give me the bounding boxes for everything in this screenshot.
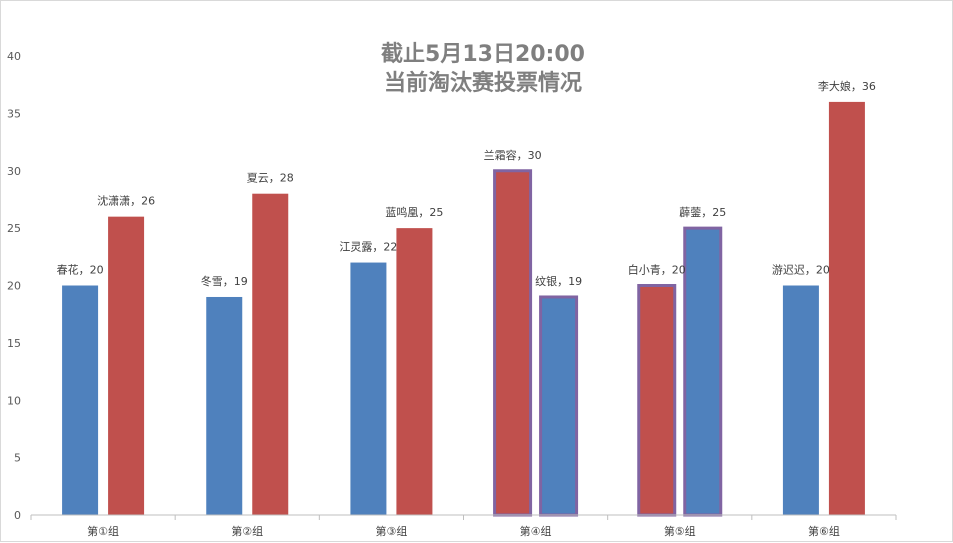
bar-春花 xyxy=(62,285,99,515)
x-category-label: 第②组 xyxy=(231,524,263,538)
x-category-label: 第④组 xyxy=(520,524,552,538)
bar-夏云 xyxy=(252,193,289,515)
data-label: 夏云，28 xyxy=(247,172,294,185)
data-label: 纹银，19 xyxy=(535,274,582,288)
data-label: 李大娘，36 xyxy=(818,79,876,93)
bar-沈潇潇 xyxy=(108,216,145,515)
bar-游迟迟 xyxy=(782,285,819,515)
x-category-label: 第③组 xyxy=(375,524,407,538)
chart-title-line1: 截止5月13日20:00 xyxy=(381,42,585,67)
chart-title-line2: 当前淘汰赛投票情况 xyxy=(384,70,582,96)
x-category-label: 第①组 xyxy=(87,524,119,538)
bar-蓝鸣凰 xyxy=(396,228,433,515)
y-tick-label: 35 xyxy=(7,107,21,120)
data-label: 江灵露，22 xyxy=(339,241,397,254)
bar-李大娘 xyxy=(828,101,865,516)
bar-江灵露 xyxy=(350,262,387,515)
data-labels: 春花，20 沈潇潇，26 冬雪，19 夏云，28 江灵露，22 蓝鸣凰，25 兰霜容，30 纹… xyxy=(57,79,876,288)
data-label: 春花，20 xyxy=(57,264,104,277)
data-label: 沈潇潇，26 xyxy=(97,194,155,208)
y-tick-label: 10 xyxy=(7,394,21,407)
y-tick-label: 20 xyxy=(7,280,21,293)
bar-薜蓥 xyxy=(683,226,723,517)
data-label: 兰霜容，30 xyxy=(484,148,542,162)
y-tick-label: 40 xyxy=(7,50,21,63)
data-label: 白小青，20 xyxy=(628,263,686,277)
data-label: 薜蓥，25 xyxy=(679,206,726,219)
x-category-label: 第⑤组 xyxy=(664,524,696,538)
y-tick-label: 30 xyxy=(7,165,21,178)
data-label: 蓝鸣凰，25 xyxy=(385,205,443,219)
y-axis-ticks: 0 5 10 15 20 25 30 35 40 xyxy=(7,50,21,522)
bar-series xyxy=(62,101,865,517)
data-label: 游迟迟，20 xyxy=(772,264,830,277)
y-tick-label: 25 xyxy=(7,222,21,235)
bar-冬雪 xyxy=(206,296,243,515)
bar-兰霜容 xyxy=(493,169,533,517)
y-tick-label: 0 xyxy=(14,509,21,522)
data-label: 冬雪，19 xyxy=(201,274,248,288)
y-tick-label: 5 xyxy=(14,452,21,465)
x-axis-categories: 第①组 第②组 第③组 第④组 第⑤组 第⑥组 xyxy=(30,515,897,538)
x-category-label: 第⑥组 xyxy=(808,524,840,538)
bar-白小青 xyxy=(637,284,677,517)
bar-纹银 xyxy=(539,295,579,517)
y-tick-label: 15 xyxy=(7,337,21,350)
